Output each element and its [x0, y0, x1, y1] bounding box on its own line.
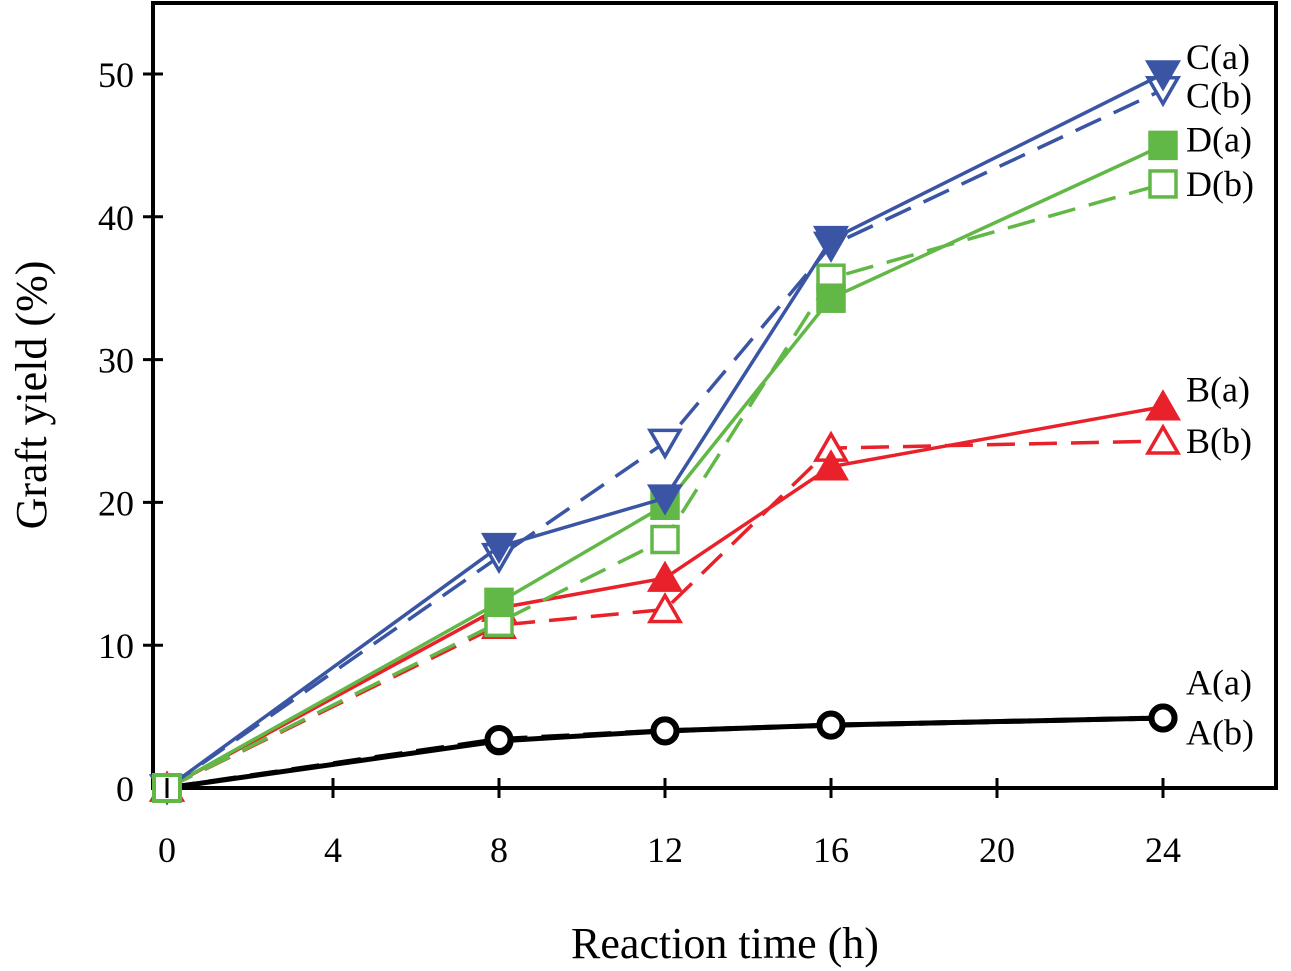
x-axis-title: Reaction time (h) — [571, 919, 879, 968]
x-tick-label: 8 — [490, 830, 508, 870]
data-point-a-b — [485, 725, 513, 753]
data-point-a-b — [651, 717, 679, 745]
series-label: C(a) — [1186, 37, 1250, 77]
series-label: D(b) — [1186, 164, 1254, 204]
x-tick-label: 16 — [813, 830, 849, 870]
x-tick-label: 20 — [979, 830, 1015, 870]
x-tick-label: 4 — [324, 830, 342, 870]
data-point-b-a — [812, 449, 850, 481]
plot-frame — [151, 1, 1278, 790]
series-label: C(b) — [1186, 75, 1252, 115]
data-point-c-a — [480, 532, 518, 565]
y-tick-label: 10 — [98, 626, 134, 666]
x-tick-label: 12 — [647, 830, 683, 870]
y-tick-label: 0 — [116, 769, 134, 809]
data-point-d-a — [816, 283, 846, 313]
series-labels: C(a)C(b) D(a)D(b) B(a) B(b) A(a) A(b) — [1186, 37, 1254, 752]
y-tick-label: 50 — [98, 55, 134, 95]
x-tick-label: 24 — [1145, 830, 1181, 870]
series-d-a — [152, 130, 1178, 803]
axis-ticks: 0 4 8 12 16 20 24 0 10 20 30 40 50 — [98, 55, 1181, 870]
data-point-c-b — [646, 428, 684, 460]
y-tick-label: 30 — [98, 341, 134, 381]
data-point-d-b — [650, 524, 680, 555]
y-tick-label: 40 — [98, 198, 134, 238]
series-label: D(a) — [1186, 120, 1252, 160]
series-a-b-markers — [485, 704, 1177, 753]
series-label: B(b) — [1186, 421, 1252, 461]
plot-border — [151, 1, 1278, 790]
y-tick-label: 20 — [98, 483, 134, 523]
series-line-d-a — [166, 143, 1164, 790]
series-label: B(a) — [1186, 370, 1250, 410]
data-point-c-a — [812, 225, 850, 258]
data-point-d-a — [484, 587, 514, 618]
data-point-b-a — [1144, 389, 1182, 421]
data-point-b-b — [646, 591, 684, 624]
series-label: A(b) — [1186, 712, 1254, 752]
x-tick-label: 0 — [158, 830, 176, 870]
data-point-a-b — [817, 711, 845, 739]
data-point-b-b — [1144, 423, 1182, 455]
series-label: A(a) — [1186, 662, 1252, 702]
data-point-d-a — [1148, 130, 1178, 161]
series-c-b — [148, 75, 1182, 806]
data-point-c-a — [646, 484, 684, 516]
data-point-d-b — [1148, 169, 1178, 199]
data-point-a-b — [1149, 704, 1177, 732]
data-point-c-a — [1144, 60, 1182, 92]
y-axis-title: Graft yield (%) — [7, 261, 56, 530]
data-point-b-a — [646, 560, 684, 592]
series-layer — [148, 60, 1182, 806]
